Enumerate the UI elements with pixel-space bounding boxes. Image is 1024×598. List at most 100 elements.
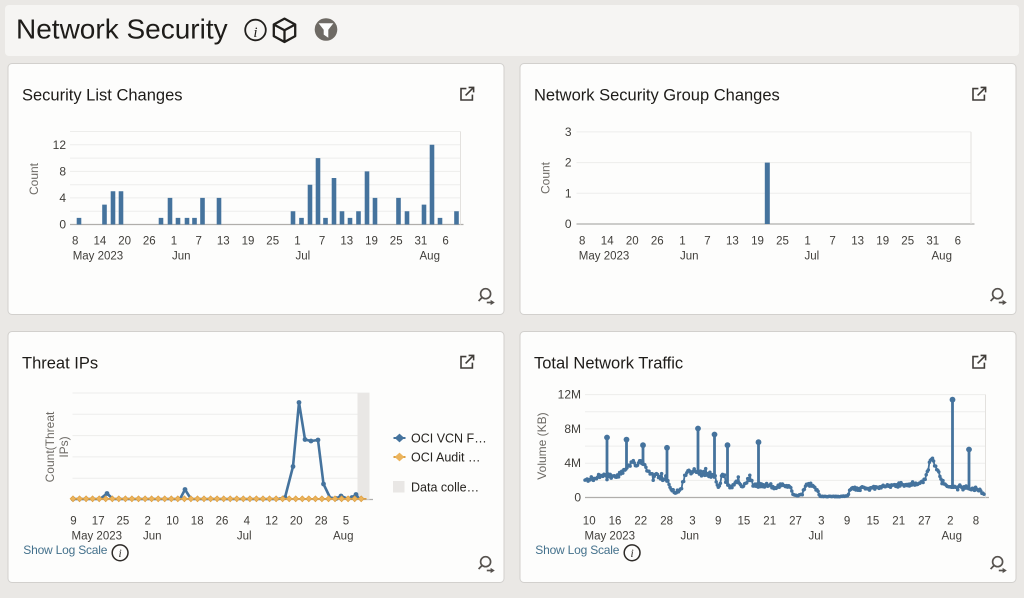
svg-text:25: 25 (776, 236, 789, 248)
svg-text:6: 6 (955, 236, 961, 248)
svg-text:5: 5 (343, 516, 349, 528)
svg-text:7: 7 (195, 236, 201, 248)
svg-text:Jul: Jul (805, 251, 820, 263)
svg-text:Jul: Jul (809, 531, 824, 543)
svg-text:8: 8 (579, 236, 585, 248)
svg-text:26: 26 (651, 236, 664, 248)
svg-text:1: 1 (804, 236, 810, 248)
svg-text:1: 1 (294, 236, 300, 248)
svg-text:18: 18 (191, 516, 204, 528)
svg-text:10: 10 (583, 516, 596, 528)
svg-text:Count: Count (27, 162, 41, 195)
svg-text:Jun: Jun (681, 531, 700, 543)
svg-text:7: 7 (829, 236, 835, 248)
svg-text:8: 8 (59, 164, 66, 178)
svg-text:14: 14 (601, 236, 614, 248)
svg-text:Aug: Aug (333, 531, 353, 543)
svg-text:8: 8 (72, 236, 78, 248)
svg-text:Count(Threat: Count(Threat (43, 411, 57, 482)
svg-text:25: 25 (266, 236, 279, 248)
svg-text:2: 2 (947, 516, 953, 528)
svg-text:9: 9 (844, 516, 850, 528)
svg-text:12: 12 (265, 516, 278, 528)
svg-text:25: 25 (117, 516, 130, 528)
svg-text:8M: 8M (564, 422, 581, 436)
svg-text:10: 10 (166, 516, 179, 528)
svg-text:7: 7 (704, 236, 710, 248)
svg-text:8: 8 (973, 516, 979, 528)
svg-text:Data colle…: Data colle… (411, 481, 479, 495)
svg-text:Aug: Aug (932, 251, 952, 263)
svg-text:2: 2 (144, 516, 150, 528)
svg-text:i: i (118, 548, 121, 560)
svg-text:25: 25 (901, 236, 914, 248)
svg-text:4: 4 (244, 516, 251, 528)
svg-text:16: 16 (609, 516, 622, 528)
svg-text:28: 28 (315, 516, 328, 528)
svg-text:0: 0 (574, 491, 581, 505)
svg-text:21: 21 (892, 516, 905, 528)
svg-text:Network Security: Network Security (16, 14, 228, 45)
svg-text:OCI VCN F…: OCI VCN F… (411, 432, 487, 446)
svg-text:1: 1 (565, 186, 572, 200)
svg-text:Volume (KB): Volume (KB) (535, 412, 549, 479)
svg-text:19: 19 (751, 236, 764, 248)
svg-text:Jun: Jun (172, 251, 191, 263)
svg-text:Aug: Aug (942, 531, 962, 543)
svg-text:19: 19 (242, 236, 255, 248)
svg-text:i: i (253, 25, 257, 41)
svg-text:26: 26 (216, 516, 229, 528)
svg-text:13: 13 (217, 236, 230, 248)
svg-text:1: 1 (171, 236, 177, 248)
svg-text:Threat IPs: Threat IPs (22, 355, 98, 373)
svg-text:Jun: Jun (680, 251, 699, 263)
svg-text:May 2023: May 2023 (585, 531, 636, 543)
svg-text:20: 20 (118, 236, 131, 248)
svg-text:13: 13 (851, 236, 864, 248)
svg-text:12: 12 (53, 138, 67, 152)
svg-text:14: 14 (94, 236, 107, 248)
svg-text:31: 31 (926, 236, 939, 248)
svg-text:17: 17 (92, 516, 105, 528)
svg-text:Show Log Scale: Show Log Scale (23, 543, 107, 557)
svg-text:May 2023: May 2023 (579, 251, 630, 263)
svg-text:19: 19 (876, 236, 889, 248)
svg-text:22: 22 (634, 516, 647, 528)
svg-text:20: 20 (626, 236, 639, 248)
svg-text:19: 19 (365, 236, 378, 248)
svg-text:4M: 4M (564, 456, 581, 470)
svg-text:OCI Audit …: OCI Audit … (411, 451, 480, 465)
svg-text:Network Security Group Changes: Network Security Group Changes (534, 87, 780, 105)
svg-text:May 2023: May 2023 (73, 251, 124, 263)
svg-text:3: 3 (565, 125, 572, 139)
svg-text:20: 20 (290, 516, 303, 528)
svg-text:27: 27 (918, 516, 931, 528)
svg-text:15: 15 (867, 516, 880, 528)
svg-text:28: 28 (660, 516, 673, 528)
svg-text:1: 1 (679, 236, 685, 248)
svg-text:6: 6 (442, 236, 448, 248)
svg-text:IPs): IPs) (57, 436, 71, 457)
svg-text:May 2023: May 2023 (72, 531, 123, 543)
svg-text:3: 3 (818, 516, 824, 528)
svg-text:9: 9 (715, 516, 721, 528)
svg-text:9: 9 (70, 516, 76, 528)
svg-text:2: 2 (565, 156, 572, 170)
svg-text:26: 26 (143, 236, 156, 248)
svg-text:7: 7 (319, 236, 325, 248)
svg-text:Jun: Jun (143, 531, 162, 543)
svg-text:25: 25 (390, 236, 403, 248)
svg-text:4: 4 (59, 191, 66, 205)
svg-text:31: 31 (415, 236, 428, 248)
svg-text:0: 0 (59, 218, 66, 232)
svg-text:Show Log Scale: Show Log Scale (535, 543, 619, 557)
svg-text:i: i (630, 548, 633, 560)
svg-text:13: 13 (340, 236, 353, 248)
svg-text:13: 13 (726, 236, 739, 248)
svg-text:Total Network Traffic: Total Network Traffic (534, 355, 683, 373)
svg-text:27: 27 (789, 516, 802, 528)
svg-text:Aug: Aug (420, 251, 440, 263)
svg-text:0: 0 (565, 217, 572, 231)
svg-text:12M: 12M (558, 388, 581, 402)
svg-text:3: 3 (689, 516, 695, 528)
